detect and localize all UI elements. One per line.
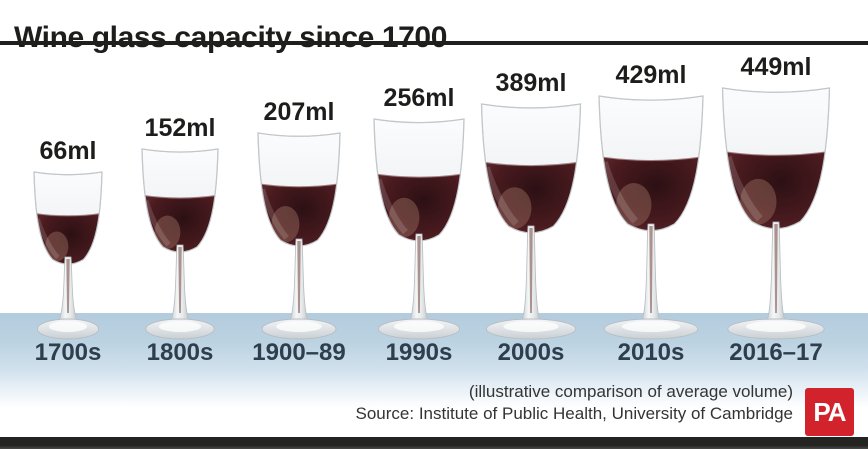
volume-label: 449ml bbox=[740, 53, 812, 81]
period-label: 2010s bbox=[617, 339, 685, 366]
wine-glass-6 bbox=[598, 95, 704, 340]
period-label: 1800s bbox=[146, 339, 214, 366]
footer: (illustrative comparison of average volu… bbox=[356, 381, 793, 425]
wine-glass-4 bbox=[373, 118, 465, 340]
bottom-bar bbox=[0, 437, 868, 449]
wine-glass-2 bbox=[141, 148, 219, 340]
title-rule bbox=[0, 41, 868, 45]
period-label: 1700s bbox=[34, 339, 102, 366]
period-label: 2016–17 bbox=[729, 339, 823, 366]
pa-logo-text: PA bbox=[813, 396, 846, 427]
footer-source: Source: Institute of Public Health, Univ… bbox=[355, 404, 793, 423]
period-label: 2000s bbox=[497, 339, 565, 366]
volume-label: 66ml bbox=[39, 137, 97, 165]
wine-glass-3 bbox=[257, 132, 341, 340]
wine-glass-5 bbox=[480, 103, 582, 340]
footer-note: (illustrative comparison of average volu… bbox=[468, 382, 793, 401]
pa-logo: PA bbox=[805, 388, 854, 436]
volume-label: 429ml bbox=[615, 61, 687, 89]
volume-label: 152ml bbox=[144, 114, 216, 142]
wine-glass-7 bbox=[721, 87, 831, 340]
period-label: 1900–89 bbox=[252, 339, 346, 366]
volume-label: 207ml bbox=[263, 98, 335, 126]
volume-label: 389ml bbox=[495, 69, 567, 97]
volume-label: 256ml bbox=[383, 84, 455, 112]
page-title: Wine glass capacity since 1700 bbox=[14, 21, 447, 55]
period-label: 1990s bbox=[385, 339, 453, 366]
